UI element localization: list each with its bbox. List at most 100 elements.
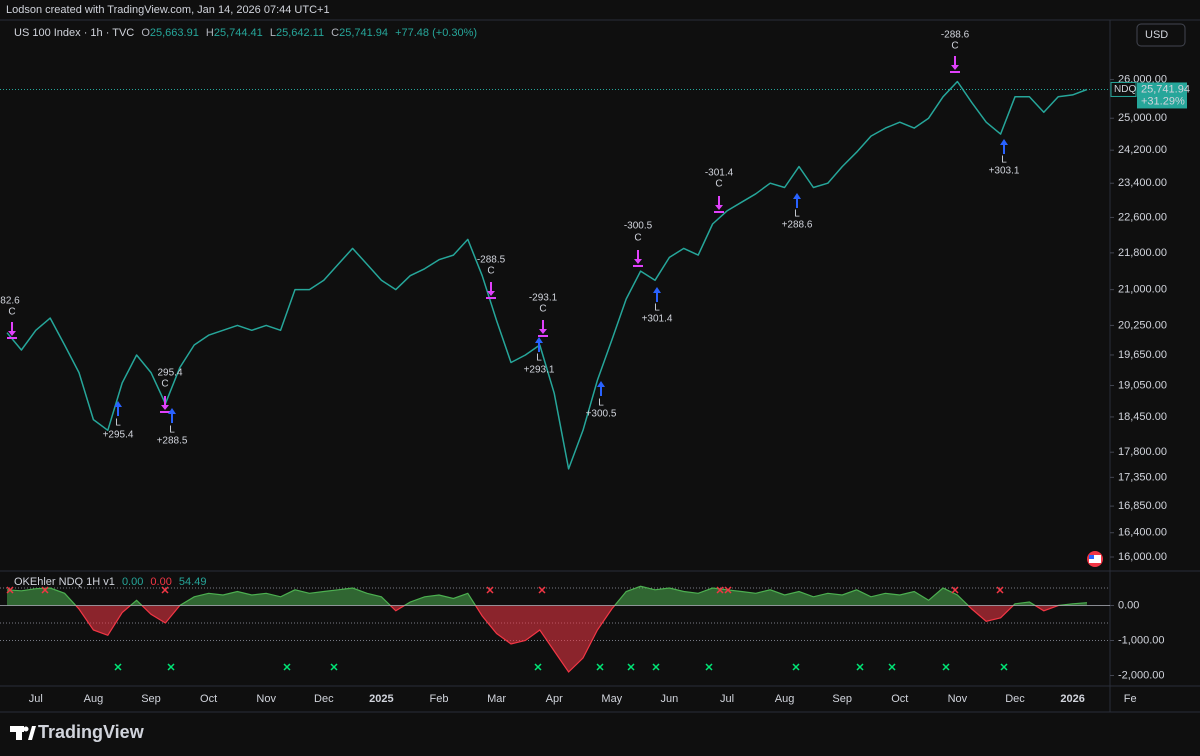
price-line <box>6 80 1088 470</box>
long-arrow-head <box>114 401 122 407</box>
trade-label: L <box>598 398 604 409</box>
y-tick-label: 0.00 <box>1118 599 1139 611</box>
flag-icon[interactable] <box>1087 551 1103 567</box>
signal-cross <box>792 663 800 671</box>
ohlc-value: 25,642.11 <box>276 27 324 39</box>
y-tick-label: 23,400.00 <box>1118 177 1167 189</box>
indicator-value: 54.49 <box>179 576 207 588</box>
y-tick-label: 18,450.00 <box>1118 411 1167 423</box>
flag-canton[interactable] <box>1089 555 1094 559</box>
x-tick-label: Fe <box>1124 693 1137 705</box>
trade-label: L <box>169 425 175 436</box>
area-positive <box>7 586 1087 606</box>
y-tick-label: 19,650.00 <box>1118 349 1167 361</box>
signal-cross <box>705 663 713 671</box>
trade-label: +288.6 <box>782 220 813 231</box>
trade-label: 295.4 <box>157 368 182 379</box>
last-price-box <box>1137 82 1187 109</box>
short-arrow-head <box>715 205 723 210</box>
x-tick-label: 2025 <box>369 693 393 705</box>
trade-label: +301.4 <box>642 314 673 325</box>
trade-label: -288.5 <box>477 255 506 266</box>
trade-label: C <box>951 41 958 52</box>
y-tick-label: 21,800.00 <box>1118 247 1167 259</box>
trade-label: L <box>794 209 800 220</box>
ohlc-value: 25,663.91 <box>150 27 199 39</box>
signal-cross <box>627 663 635 671</box>
signal-cross <box>41 586 49 594</box>
currency-label[interactable]: USD <box>1145 29 1168 41</box>
trade-label: L <box>115 418 121 429</box>
signal-cross <box>596 663 604 671</box>
ohlc-value: 25,741.94 <box>339 27 388 39</box>
x-tick-label: Oct <box>200 693 217 705</box>
creator-note: Lodson created with TradingView.com, Jan… <box>6 4 330 16</box>
ohlc-key: H <box>206 27 214 39</box>
x-tick-label: Aug <box>775 693 795 705</box>
y-tick-label: 16,400.00 <box>1118 527 1167 539</box>
short-arrow-head <box>161 405 169 410</box>
ohlc-key: L <box>270 27 276 39</box>
long-arrow-head <box>535 337 543 343</box>
y-tick-label: 19,050.00 <box>1118 379 1167 391</box>
signal-cross <box>996 586 1004 594</box>
trade-label: +303.1 <box>989 166 1020 177</box>
signal-cross <box>161 586 169 594</box>
y-tick-label: 16,850.00 <box>1118 500 1167 512</box>
last-price-label: 25,741.94 <box>1141 83 1190 95</box>
y-tick-label: 16,000.00 <box>1118 551 1167 563</box>
long-arrow-head <box>597 381 605 387</box>
short-arrow-head <box>539 329 547 334</box>
trade-label: C <box>161 379 168 390</box>
y-tick-label: 22,600.00 <box>1118 211 1167 223</box>
symbol-tag: NDQ <box>1114 84 1136 95</box>
y-tick-label: -1,000.00 <box>1118 634 1164 646</box>
indicator-legend: OKEhler NDQ 1H v1 0.00 0.00 54.49 <box>14 576 206 588</box>
symbol-tag-box <box>1110 81 1137 97</box>
signal-cross <box>114 663 122 671</box>
y-tick-label: 17,800.00 <box>1118 446 1167 458</box>
trade-label: -301.4 <box>705 168 734 179</box>
x-tick-label: Dec <box>1005 693 1025 705</box>
y-tick-label: 24,200.00 <box>1118 144 1167 156</box>
currency-button[interactable] <box>1136 23 1186 47</box>
logo-part <box>28 726 36 740</box>
y-tick-label: 25,000.00 <box>1118 112 1167 124</box>
x-tick-label: Mar <box>487 693 506 705</box>
x-tick-label: Oct <box>891 693 908 705</box>
flag-stripe[interactable] <box>1089 555 1101 563</box>
trade-label: C <box>487 266 494 277</box>
area-negative <box>7 605 1087 672</box>
signal-cross <box>856 663 864 671</box>
last-change-label: +31.29% <box>1141 95 1185 107</box>
short-arrow-head <box>8 331 16 336</box>
indicator-value: 0.00 <box>122 576 143 588</box>
ohlc-key: C <box>331 27 339 39</box>
signal-cross <box>652 663 660 671</box>
ohlc-key: O <box>141 27 150 39</box>
x-tick-label: Jul <box>720 693 734 705</box>
x-tick-label: Sep <box>832 693 852 705</box>
indicator-name: OKEhler NDQ 1H v1 <box>14 576 115 588</box>
y-tick-label: 21,000.00 <box>1118 284 1167 296</box>
trade-label: C <box>634 233 641 244</box>
trade-label: 82.6 <box>0 296 20 307</box>
trade-label: +300.5 <box>586 409 617 420</box>
long-arrow-head <box>793 193 801 199</box>
brand: TradingView <box>38 722 145 742</box>
trade-label: L <box>536 353 542 364</box>
long-arrow-head <box>1000 139 1008 145</box>
trade-label: -293.1 <box>529 293 558 304</box>
signal-cross <box>724 586 732 594</box>
trade-label: C <box>715 179 722 190</box>
price-change: +77.48 (+0.30%) <box>395 27 477 39</box>
signal-cross <box>942 663 950 671</box>
long-arrow-head <box>168 408 176 414</box>
trade-label: C <box>539 304 546 315</box>
x-tick-label: Jul <box>29 693 43 705</box>
trade-label: L <box>1001 155 1007 166</box>
signal-cross <box>486 586 494 594</box>
y-tick-label: 17,350.00 <box>1118 471 1167 483</box>
